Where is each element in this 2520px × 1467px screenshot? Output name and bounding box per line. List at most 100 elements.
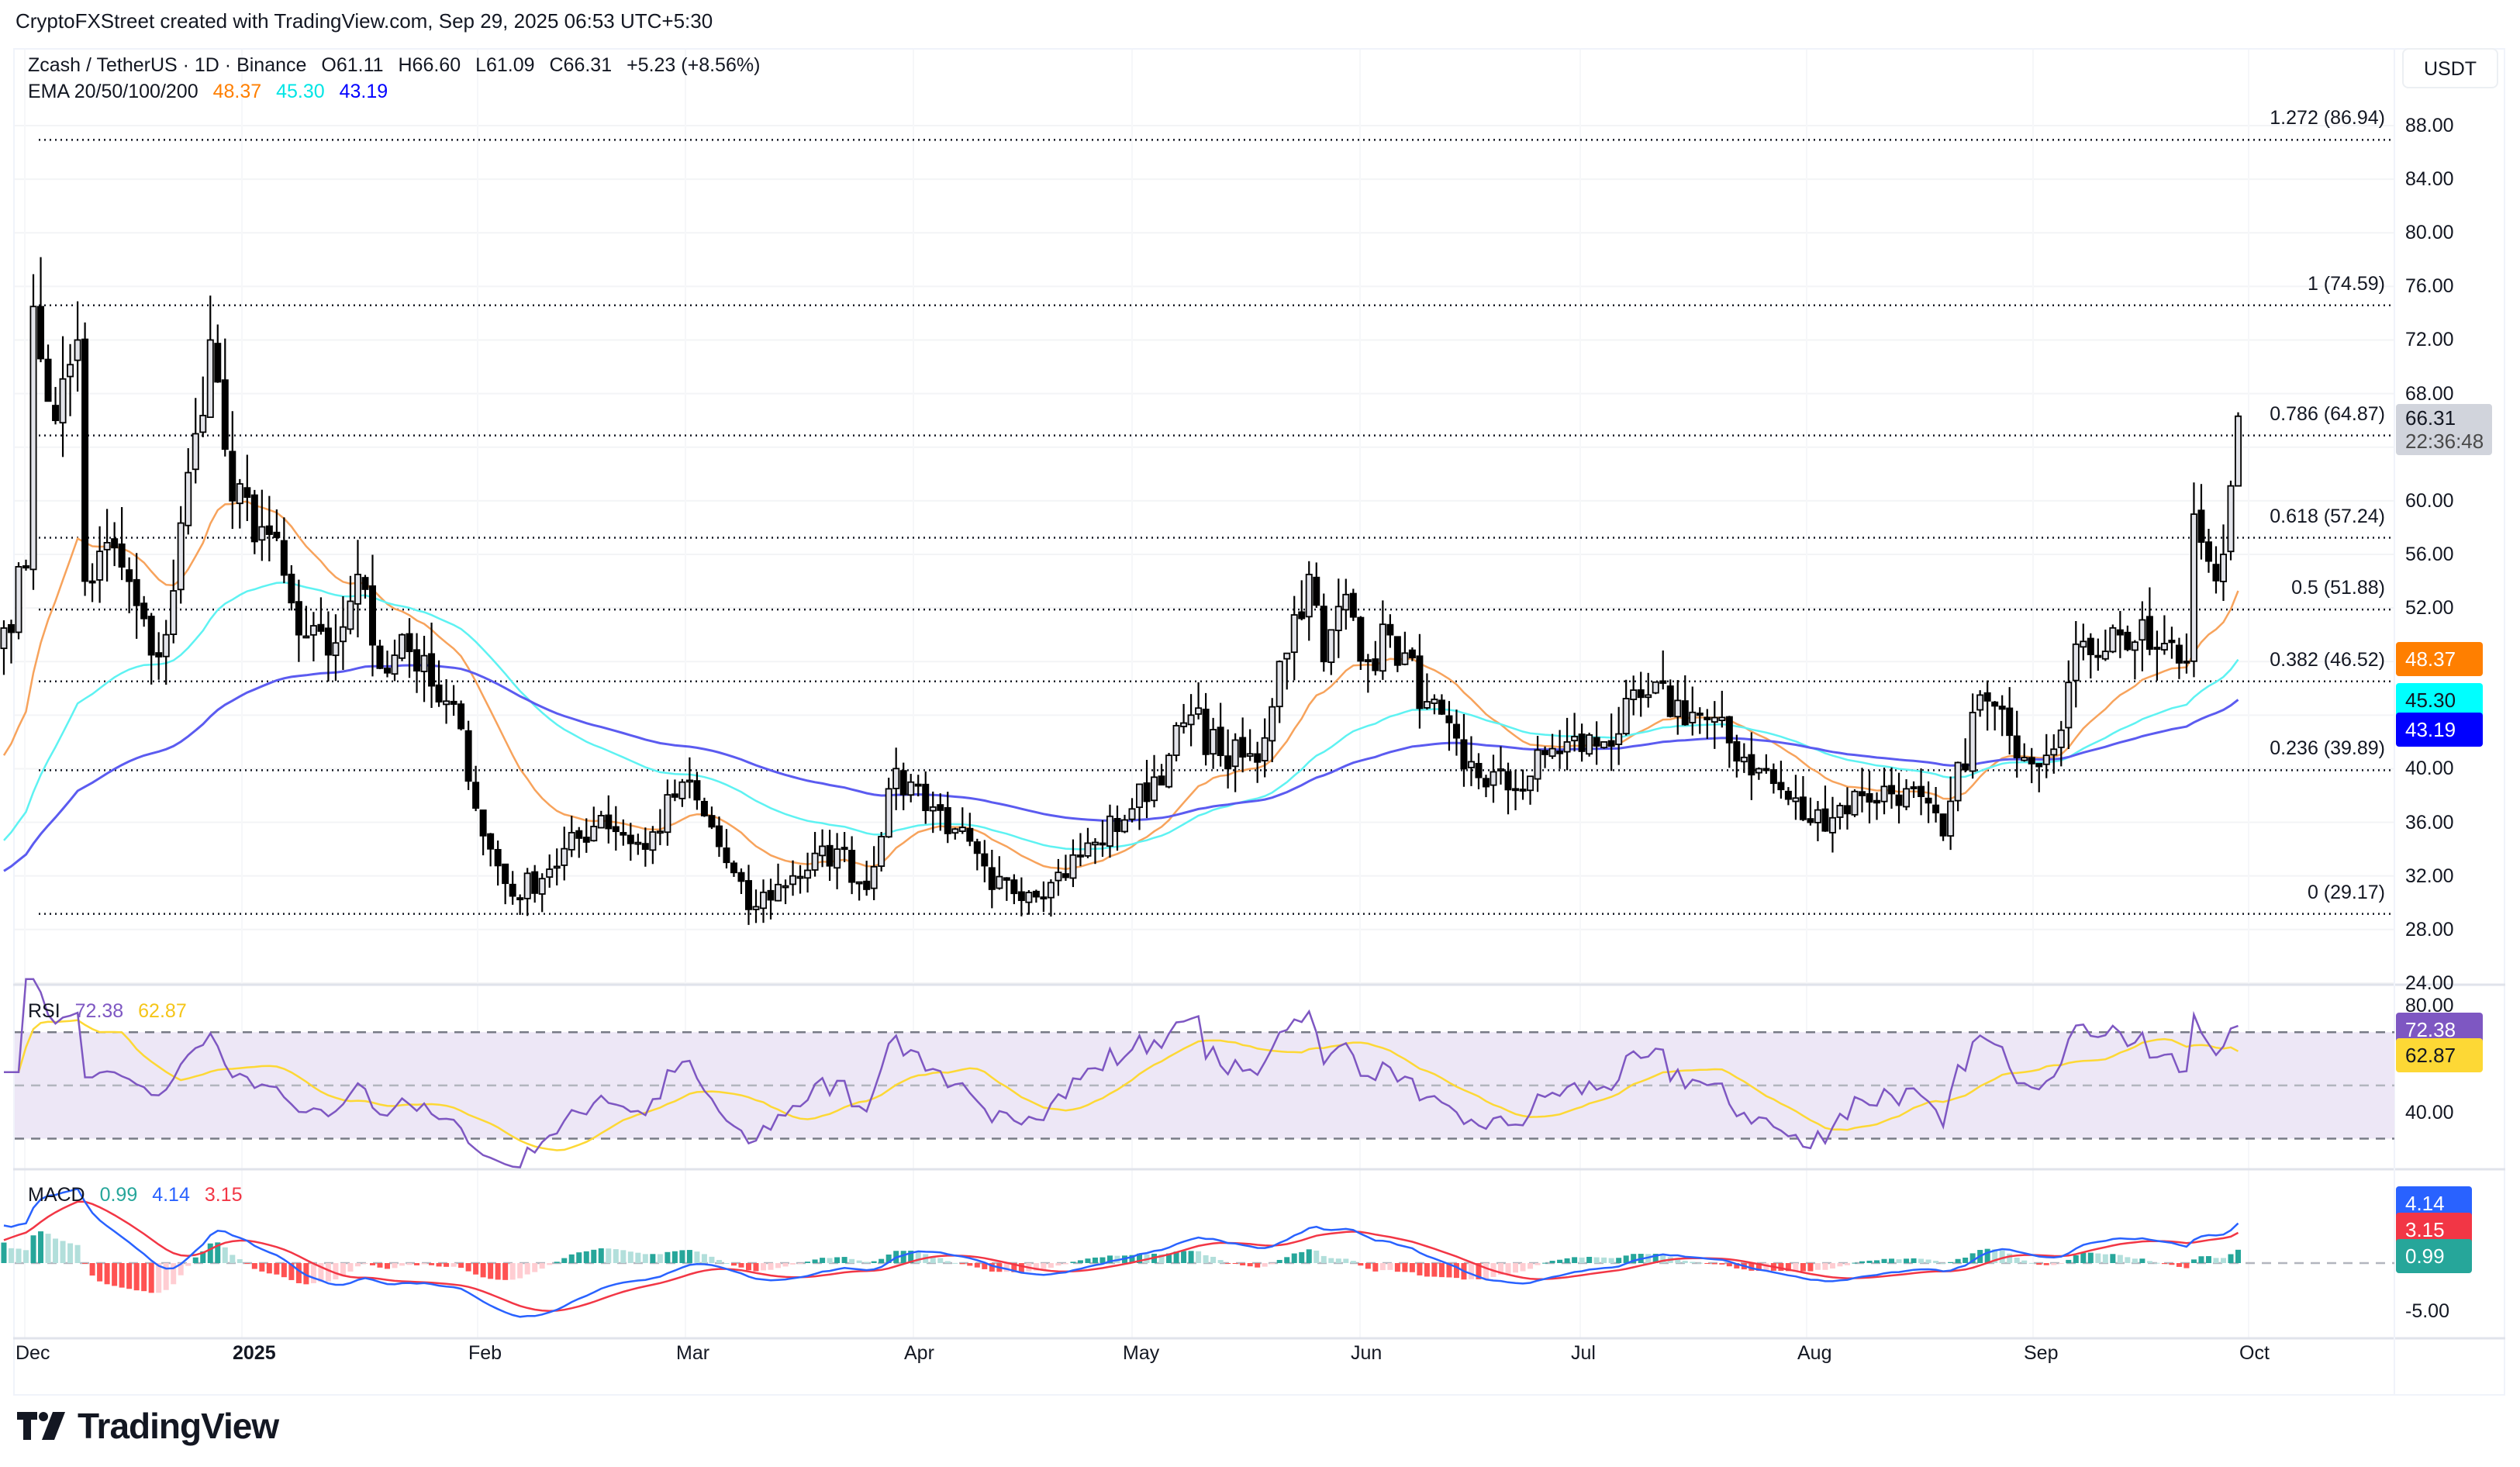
candle[interactable] — [1364, 654, 1372, 693]
candle[interactable] — [2197, 484, 2205, 560]
candle[interactable] — [2057, 720, 2065, 767]
candle[interactable] — [1578, 723, 1586, 762]
candle[interactable] — [420, 635, 428, 702]
tradingview-logo[interactable]: TradingView — [17, 1405, 279, 1447]
candle[interactable] — [1467, 736, 1475, 786]
candle[interactable] — [1541, 746, 1549, 768]
candle[interactable] — [1733, 734, 1741, 778]
candle[interactable] — [1586, 732, 1593, 757]
candle[interactable] — [1858, 768, 1866, 813]
candle[interactable] — [406, 618, 413, 678]
candle[interactable] — [737, 868, 745, 895]
candle[interactable] — [2065, 660, 2073, 750]
candle[interactable] — [2145, 587, 2153, 656]
candle[interactable] — [973, 838, 981, 871]
candle[interactable] — [29, 274, 37, 590]
candle[interactable] — [229, 411, 236, 530]
candle[interactable] — [140, 595, 148, 627]
candle[interactable] — [723, 829, 730, 869]
candle[interactable] — [383, 651, 391, 678]
candle[interactable] — [309, 612, 317, 662]
candle[interactable] — [1246, 729, 1254, 761]
candle[interactable] — [2160, 615, 2168, 655]
candle[interactable] — [1527, 775, 1534, 805]
candle[interactable] — [2042, 734, 2050, 778]
candle[interactable] — [958, 807, 966, 834]
candle[interactable] — [391, 639, 399, 682]
candle[interactable] — [435, 660, 443, 707]
candle[interactable] — [1689, 686, 1697, 736]
candle[interactable] — [2183, 633, 2190, 674]
candle[interactable] — [1438, 694, 1445, 716]
candle[interactable] — [1393, 636, 1401, 672]
candle[interactable] — [1276, 660, 1283, 723]
candle[interactable] — [1814, 801, 1821, 841]
candle[interactable] — [464, 720, 472, 790]
candle[interactable] — [1069, 839, 1077, 888]
candle[interactable] — [295, 579, 302, 662]
rsi-title[interactable]: RSI — [28, 1000, 60, 1022]
candle[interactable] — [649, 826, 657, 865]
candle[interactable] — [1062, 854, 1069, 881]
candle[interactable] — [332, 614, 340, 682]
candle[interactable] — [177, 506, 185, 604]
candle[interactable] — [1784, 787, 1792, 806]
candle[interactable] — [2235, 412, 2242, 487]
candle[interactable] — [1556, 730, 1564, 769]
candle[interactable] — [118, 507, 126, 581]
candle[interactable] — [1187, 694, 1195, 747]
candle[interactable] — [1202, 692, 1210, 766]
candle[interactable] — [523, 868, 531, 916]
candle[interactable] — [1084, 827, 1092, 858]
candle[interactable] — [641, 827, 649, 867]
rsi-line[interactable] — [4, 978, 2239, 1168]
candle[interactable] — [1821, 785, 1829, 832]
candle[interactable] — [413, 633, 421, 693]
candle[interactable] — [1615, 706, 1623, 765]
candle[interactable] — [715, 816, 723, 858]
candle[interactable] — [2109, 624, 2117, 654]
candle[interactable] — [1548, 734, 1556, 759]
candle[interactable] — [1799, 775, 1807, 821]
candle[interactable] — [1416, 633, 1424, 729]
candle[interactable] — [1040, 881, 1048, 913]
candle[interactable] — [1254, 741, 1262, 783]
candle[interactable] — [2028, 747, 2035, 784]
candle[interactable] — [1452, 709, 1460, 756]
candle[interactable] — [2050, 734, 2058, 774]
candle[interactable] — [1143, 760, 1151, 819]
candle[interactable] — [1025, 890, 1033, 915]
candle[interactable] — [1010, 874, 1018, 905]
candle[interactable] — [206, 295, 214, 419]
candle[interactable] — [2139, 601, 2146, 671]
candle[interactable] — [1032, 889, 1040, 903]
candle[interactable] — [546, 854, 554, 888]
candle[interactable] — [1534, 735, 1541, 792]
candle[interactable] — [1231, 733, 1239, 792]
candle[interactable] — [399, 633, 406, 661]
candle[interactable] — [302, 606, 310, 639]
candle[interactable] — [1408, 647, 1416, 661]
candle[interactable] — [1622, 679, 1630, 736]
candle[interactable] — [1224, 729, 1232, 789]
candle[interactable] — [671, 779, 678, 802]
candle[interactable] — [37, 257, 45, 363]
candle[interactable] — [1704, 709, 1711, 739]
candle[interactable] — [1047, 879, 1055, 917]
rsi-ma-line[interactable] — [4, 1019, 2239, 1151]
candle[interactable] — [1445, 701, 1453, 751]
candle[interactable] — [443, 678, 450, 724]
candle[interactable] — [789, 860, 797, 896]
candle[interactable] — [1607, 713, 1615, 771]
candle[interactable] — [981, 840, 989, 882]
candle[interactable] — [1571, 713, 1579, 752]
candle[interactable] — [951, 827, 959, 840]
candle[interactable] — [1998, 695, 2006, 737]
candle[interactable] — [103, 509, 111, 582]
candle[interactable] — [1969, 693, 1976, 779]
candle[interactable] — [907, 774, 915, 803]
ema50-line[interactable] — [3, 582, 2239, 851]
candle[interactable] — [1851, 789, 1859, 817]
candle[interactable] — [288, 565, 295, 611]
candle[interactable] — [1379, 600, 1386, 680]
